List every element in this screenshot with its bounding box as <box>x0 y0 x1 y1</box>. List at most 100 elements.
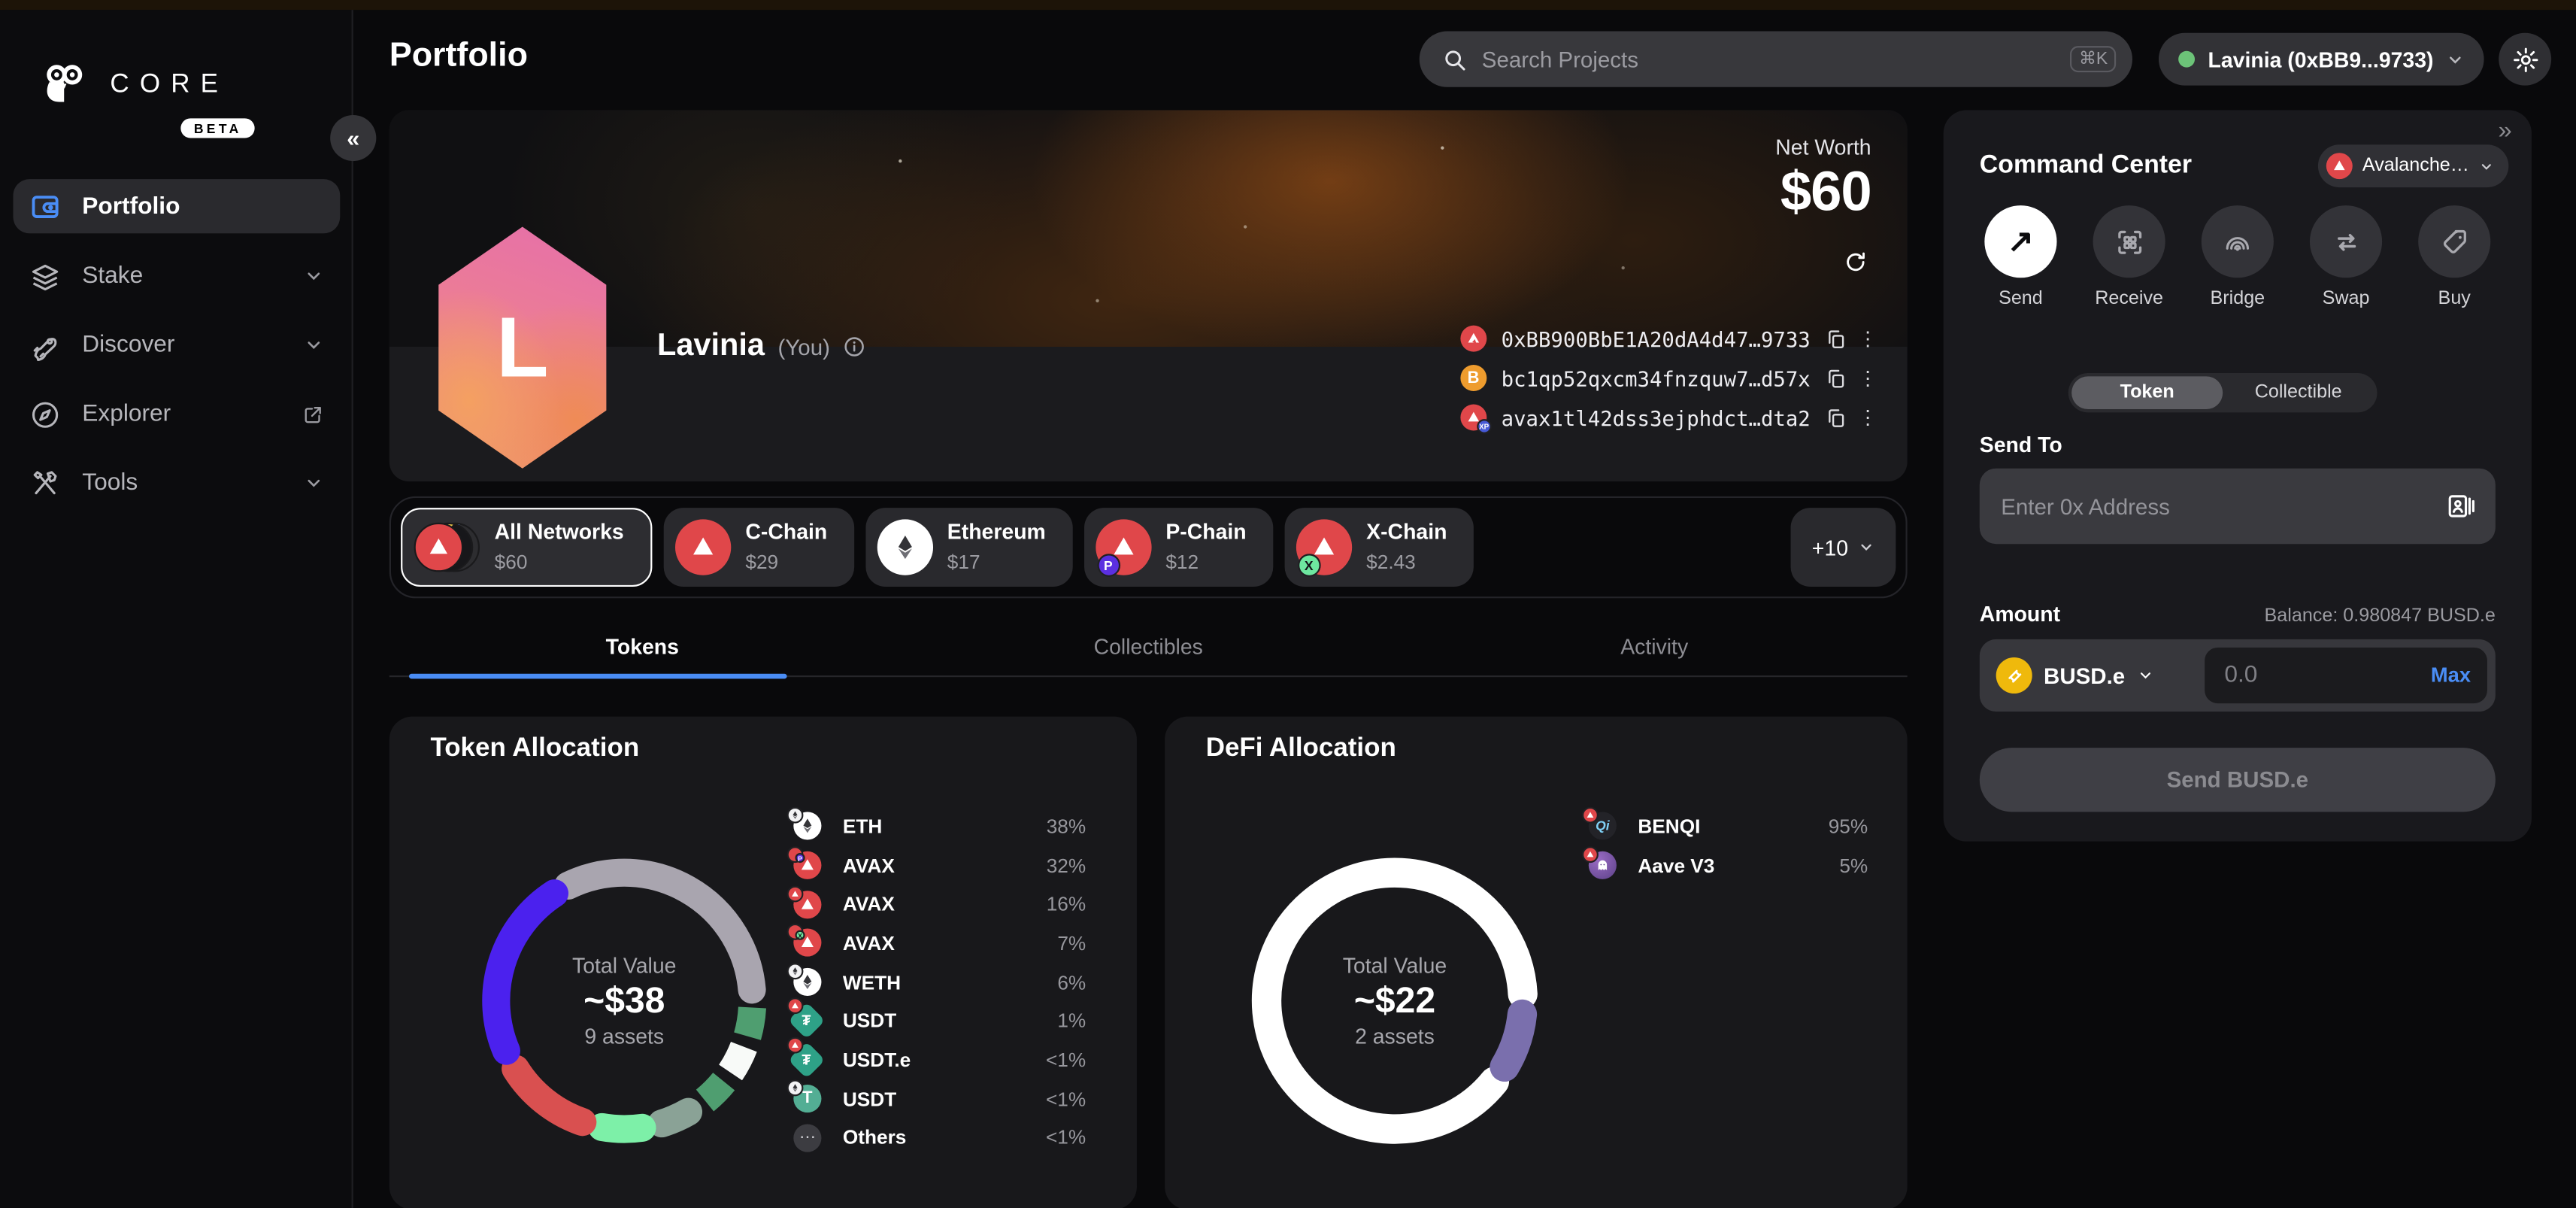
quick-actions: ↗ Send Receive Bridge Swap Buy <box>1980 205 2496 309</box>
refresh-button[interactable] <box>1843 250 1868 275</box>
chevron-down-icon <box>2481 163 2491 169</box>
legend-row: ⋯ Others <1% <box>793 1118 1086 1158</box>
donut-center-text: Total Value ~$38 9 assets <box>468 845 780 1157</box>
legend-row: AVAX 16% <box>786 885 1086 924</box>
busd-icon <box>1996 657 2032 694</box>
panel-collapse-button[interactable]: » <box>2498 117 2512 145</box>
swap-button[interactable]: Swap <box>2305 205 2387 309</box>
network-selector[interactable]: Avalanche… <box>2317 144 2509 188</box>
avalanche-xp-icon: XP <box>1460 404 1492 434</box>
receive-button[interactable]: Receive <box>2088 205 2170 309</box>
tab-collectibles[interactable]: Collectibles <box>1093 634 1203 660</box>
amount-label: Amount <box>1979 601 2061 627</box>
donut-center-text: Total Value ~$22 2 assets <box>1238 845 1550 1157</box>
network-name: C-Chain <box>745 519 828 545</box>
command-center-panel: » Command Center Avalanche… ↗ Send Recei… <box>1943 110 2532 842</box>
chevron-down-icon <box>1861 544 1871 551</box>
keyboard-shortcut-badge: ⌘K <box>2071 46 2117 73</box>
avax-icon: P <box>786 846 822 879</box>
max-button[interactable]: Max <box>2430 663 2471 687</box>
bridge-button[interactable]: Bridge <box>2196 205 2278 309</box>
legend-row: P AVAX 32% <box>786 846 1086 885</box>
send-button[interactable]: ↗ Send <box>1980 205 2062 309</box>
avatar[interactable]: L <box>438 226 607 469</box>
send-arrow-icon: ↗ <box>2008 224 2034 260</box>
token-allocation-card: Token Allocation Total Value ~$38 9 asse… <box>389 716 1137 1208</box>
profile-banner <box>389 110 1908 348</box>
sidebar-item-tools[interactable]: Tools <box>13 459 340 508</box>
tab-activity[interactable]: Activity <box>1620 634 1689 660</box>
address-row-cchain: 0xBB900BbE1A20dA4d47…9733 ⋮ <box>1460 319 1878 358</box>
account-selector[interactable]: Lavinia (0xBB9...9733) <box>2158 32 2485 86</box>
network-chip-cchain[interactable]: C-Chain $29 <box>663 508 854 587</box>
network-chip-ethereum[interactable]: Ethereum $17 <box>865 508 1072 587</box>
legend-row: Qi BENQI 95% <box>1582 807 1868 846</box>
command-center-title: Command Center <box>1979 151 2193 180</box>
sidebar-item-discover[interactable]: Discover <box>13 320 340 370</box>
copy-icon[interactable] <box>1825 328 1846 349</box>
toggle-collectible[interactable]: Collectible <box>2254 383 2342 403</box>
network-selector-label: Avalanche… <box>2362 156 2469 176</box>
token-selector[interactable]: BUSD.e <box>1996 657 2153 694</box>
kebab-menu-icon[interactable]: ⋮ <box>1858 326 1878 351</box>
more-networks-button[interactable]: +10 <box>1790 508 1896 587</box>
legend-row: X AVAX 7% <box>786 924 1086 963</box>
network-value: $60 <box>494 550 528 574</box>
buy-button[interactable]: Buy <box>2414 205 2496 309</box>
settings-button[interactable] <box>2499 32 2552 86</box>
avalanche-p-icon: P <box>1095 519 1151 577</box>
balance-text: Balance: 0.980847 BUSD.e <box>2264 606 2496 627</box>
network-chip-all[interactable]: All Networks $60 <box>401 508 652 587</box>
network-value: $12 <box>1165 550 1199 574</box>
tab-tokens[interactable]: Tokens <box>389 618 896 679</box>
amount-input[interactable]: 0.0 Max <box>2205 647 2487 704</box>
network-chip-xchain[interactable]: X X-Chain $2.43 <box>1283 508 1474 587</box>
sidebar-item-portfolio[interactable]: Portfolio <box>13 179 341 234</box>
aave-icon <box>1582 846 1617 879</box>
legend-row: ETH 38% <box>786 807 1086 846</box>
more-networks-label: +10 <box>1811 535 1849 560</box>
others-icon: ⋯ <box>793 1124 822 1152</box>
avalanche-icon <box>1460 325 1487 352</box>
kebab-menu-icon[interactable]: ⋮ <box>1858 405 1878 429</box>
legend-row: T USDT <1% <box>786 1079 1086 1118</box>
page-title: Portfolio <box>389 36 528 74</box>
token-selector-label: BUSD.e <box>2044 663 2126 688</box>
bitcoin-icon: B <box>1460 365 1487 392</box>
avalanche-icon <box>674 519 731 575</box>
sidebar-item-explorer[interactable]: Explorer <box>13 390 340 439</box>
refresh-icon <box>1847 252 1865 272</box>
account-name: Lavinia <box>656 328 765 363</box>
benqi-icon: Qi <box>1582 807 1617 841</box>
eth-icon <box>786 807 822 841</box>
recipient-address-input[interactable]: Enter 0x Address <box>1979 468 2496 545</box>
address-text: avax1tl42dss3ejphdct…dta2 <box>1501 405 1811 430</box>
copy-icon[interactable] <box>1825 367 1846 388</box>
toggle-token[interactable]: Token <box>2071 376 2223 410</box>
wallet-icon <box>28 190 61 223</box>
network-name: X-Chain <box>1366 519 1447 545</box>
amount-placeholder: 0.0 <box>2224 662 2258 689</box>
address-text: 0xBB900BbE1A20dA4d47…9733 <box>1501 326 1811 351</box>
chevron-down-icon <box>304 266 323 286</box>
rocket-icon <box>28 329 61 362</box>
avax-icon: X <box>786 924 822 958</box>
all-networks-icon <box>414 519 480 575</box>
address-book-icon[interactable] <box>2446 491 2475 521</box>
network-chip-pchain[interactable]: P P-Chain $12 <box>1083 508 1273 587</box>
portfolio-hero-card: Net Worth $60 L Lavinia (You) 0xBB900BbE… <box>389 110 1908 482</box>
kebab-menu-icon[interactable]: ⋮ <box>1858 366 1878 390</box>
search-icon <box>1445 50 1465 70</box>
sidebar-item-label: Portfolio <box>82 193 180 220</box>
donut-center-value: ~$38 <box>583 979 665 1021</box>
tools-icon <box>28 467 61 500</box>
sidebar-collapse-button[interactable]: « <box>330 114 377 162</box>
info-icon[interactable] <box>843 335 866 359</box>
defi-allocation-donut: Total Value ~$22 2 assets <box>1238 845 1550 1157</box>
sidebar-item-stake[interactable]: Stake <box>13 251 340 301</box>
search-bar[interactable]: Search Projects ⌘K <box>1419 31 2133 87</box>
send-submit-button[interactable]: Send BUSD.e <box>1979 748 2496 812</box>
copy-icon[interactable] <box>1825 407 1846 428</box>
chevron-down-icon <box>2139 672 2150 679</box>
network-value: $2.43 <box>1366 550 1416 574</box>
